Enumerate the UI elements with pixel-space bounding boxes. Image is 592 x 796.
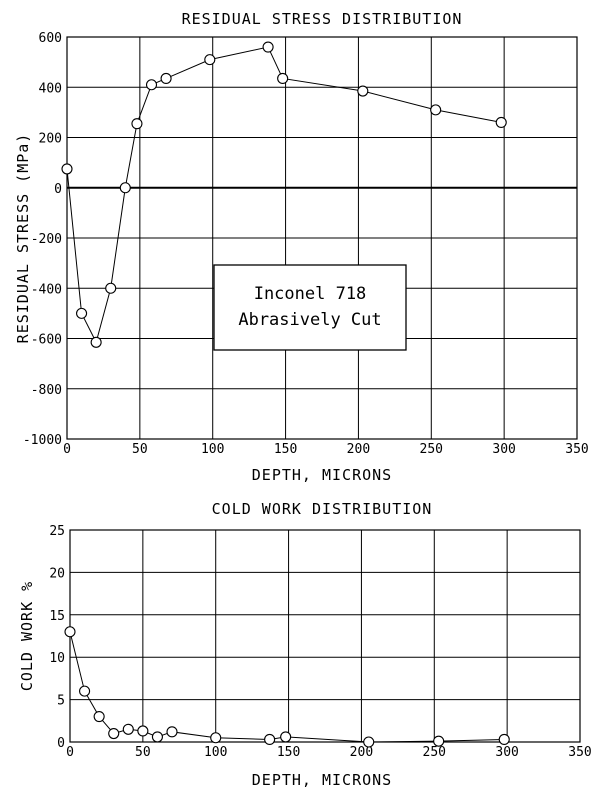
coldwork-point-1 (80, 686, 90, 696)
stress-x-tick-2: 100 (201, 442, 224, 457)
stress-y-tick-6: -600 (31, 333, 62, 348)
stress-x-axis-title: DEPTH, MICRONS (252, 466, 392, 484)
stress-point-11 (358, 86, 368, 96)
stress-y-axis-title: RESIDUAL STRESS (MPa) (14, 133, 32, 344)
stress-y-tick-0: 600 (39, 31, 62, 46)
stress-point-12 (431, 105, 441, 115)
coldwork-y-tick-2: 15 (49, 609, 65, 624)
stress-point-8 (205, 55, 215, 65)
stress-x-tick-7: 350 (565, 442, 588, 457)
coldwork-point-0 (65, 627, 75, 637)
coldwork-point-2 (94, 712, 104, 722)
stress-y-tick-8: -1000 (23, 433, 62, 448)
stress-x-tick-4: 200 (347, 442, 370, 457)
annotation-material: Inconel 718 (254, 284, 367, 304)
coldwork-y-axis-title: COLD WORK % (18, 581, 36, 691)
stress-x-tick-labels: 0 50 100 150 200 250 300 350 (63, 442, 589, 457)
coldwork-point-11 (364, 737, 374, 747)
coldwork-chart-title: COLD WORK DISTRIBUTION (212, 500, 433, 518)
stress-x-tick-3: 150 (274, 442, 297, 457)
coldwork-x-tick-3: 150 (277, 745, 300, 760)
residual-stress-chart: RESIDUAL STRESS DISTRIBUTION 0 50 100 150 20… (14, 10, 589, 484)
stress-point-5 (132, 119, 142, 129)
stress-gridlines (67, 37, 577, 439)
coldwork-point-8 (211, 733, 221, 743)
stress-y-tick-1: 400 (39, 81, 62, 96)
stress-x-tick-6: 300 (492, 442, 515, 457)
stress-chart-title: RESIDUAL STRESS DISTRIBUTION (182, 10, 463, 28)
coldwork-x-tick-labels: 0 50 100 150 200 250 300 350 (66, 745, 592, 760)
coldwork-y-tick-labels: 25 20 15 10 5 0 (49, 524, 65, 751)
cold-work-chart: COLD WORK DISTRIBUTION 0 50 100 150 200 250 30… (18, 500, 592, 789)
stress-point-2 (91, 337, 101, 347)
stress-point-3 (106, 283, 116, 293)
coldwork-series-line (70, 632, 504, 742)
stress-x-tick-1: 50 (132, 442, 148, 457)
stress-y-tick-4: -200 (31, 232, 62, 247)
coldwork-y-tick-4: 5 (57, 694, 65, 709)
coldwork-point-4 (123, 724, 133, 734)
stress-x-tick-0: 0 (63, 442, 71, 457)
stress-y-tick-5: -400 (31, 282, 62, 297)
stress-point-13 (496, 117, 506, 127)
coldwork-point-3 (109, 729, 119, 739)
coldwork-x-tick-2: 100 (204, 745, 227, 760)
coldwork-point-6 (152, 732, 162, 742)
coldwork-point-10 (281, 732, 291, 742)
annotation-process: Abrasively Cut (238, 310, 381, 330)
coldwork-point-7 (167, 727, 177, 737)
stress-point-1 (77, 308, 87, 318)
stress-y-tick-3: 0 (54, 182, 62, 197)
coldwork-x-tick-7: 350 (568, 745, 591, 760)
coldwork-y-tick-5: 0 (57, 736, 65, 751)
coldwork-point-12 (434, 736, 444, 746)
stress-point-9 (263, 42, 273, 52)
stress-y-tick-2: 200 (39, 132, 62, 147)
coldwork-x-tick-5: 250 (423, 745, 446, 760)
coldwork-y-tick-0: 25 (49, 524, 65, 539)
stress-x-tick-5: 250 (420, 442, 443, 457)
coldwork-x-tick-6: 300 (495, 745, 518, 760)
coldwork-plot-frame (70, 530, 580, 742)
coldwork-x-axis-title: DEPTH, MICRONS (252, 771, 392, 789)
coldwork-x-tick-1: 50 (135, 745, 151, 760)
coldwork-x-tick-0: 0 (66, 745, 74, 760)
stress-point-4 (120, 183, 130, 193)
coldwork-point-9 (265, 734, 275, 744)
stress-point-6 (147, 80, 157, 90)
coldwork-series-points (65, 627, 509, 747)
coldwork-point-5 (138, 726, 148, 736)
stress-point-0 (62, 164, 72, 174)
stress-y-tick-7: -800 (31, 383, 62, 398)
stress-point-10 (278, 73, 288, 83)
coldwork-y-tick-3: 10 (49, 651, 65, 666)
stress-point-7 (161, 73, 171, 83)
coldwork-y-tick-1: 20 (49, 566, 65, 581)
stress-annotation-box: Inconel 718 Abrasively Cut (214, 265, 406, 350)
coldwork-gridlines (70, 530, 580, 742)
coldwork-point-13 (499, 734, 509, 744)
